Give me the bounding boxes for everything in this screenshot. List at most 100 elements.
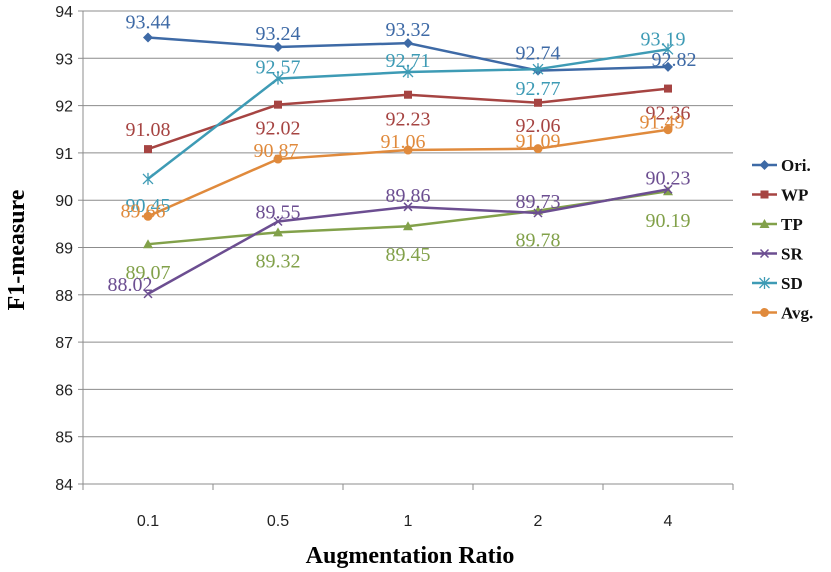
data-label: 90.19 — [646, 210, 691, 232]
y-tick-label: 90 — [55, 193, 73, 210]
y-axis-title: F1-measure — [4, 189, 30, 310]
data-label: 91.09 — [516, 131, 561, 153]
data-label: 93.32 — [386, 19, 431, 41]
marker-circle — [533, 144, 543, 154]
marker-triangle — [143, 239, 153, 249]
data-label: 88.02 — [108, 274, 153, 296]
data-label: 89.78 — [516, 230, 561, 252]
y-tick-label: 91 — [55, 146, 73, 163]
data-label: 92.06 — [516, 115, 561, 137]
data-label: 92.02 — [256, 118, 301, 140]
marker-square — [534, 98, 542, 107]
data-label: 93.44 — [126, 11, 171, 33]
data-label: 92.57 — [256, 57, 301, 79]
data-label: 89.66 — [121, 200, 166, 222]
marker-star — [662, 43, 674, 56]
x-tick-label: 0.5 — [267, 513, 289, 530]
marker-star — [532, 63, 544, 76]
marker-x — [143, 289, 153, 299]
data-label: 92.71 — [386, 50, 431, 72]
data-label: 90.45 — [126, 195, 171, 217]
marker-circle — [760, 308, 769, 317]
marker-star — [272, 72, 284, 85]
legend-label: SD — [781, 274, 803, 293]
legend-item: WP — [752, 186, 808, 205]
marker-diamond — [273, 41, 283, 52]
data-label: 92.82 — [652, 49, 697, 71]
x-tick-label: 4 — [664, 513, 673, 530]
y-tick-label: 85 — [55, 430, 73, 447]
x-axis: 0.1 0.5 1 2 4 — [82, 483, 734, 530]
marker-x — [663, 184, 673, 194]
marker-diamond — [759, 160, 770, 170]
marker-x — [759, 248, 770, 259]
y-tick-label: 93 — [55, 51, 73, 68]
marker-x — [533, 208, 543, 218]
y-axis: 84 85 86 87 88 89 90 91 92 93 94 — [55, 4, 84, 494]
marker-diamond — [663, 61, 673, 72]
marker-star — [759, 277, 770, 289]
marker-square — [274, 100, 282, 109]
y-tick-label: 92 — [55, 99, 73, 116]
y-tick-label: 84 — [55, 477, 73, 494]
marker-square — [760, 190, 769, 199]
legend-item: SR — [752, 245, 803, 264]
marker-diamond — [403, 38, 413, 49]
data-label: 91.06 — [381, 131, 426, 153]
x-tick-label: 2 — [534, 513, 543, 530]
series-wp — [144, 84, 672, 154]
data-labels: 93.44 93.24 93.32 92.74 92.82 91.08 92.02 92.23… — [108, 11, 697, 295]
data-label: 91.08 — [126, 119, 171, 141]
data-label: 93.19 — [641, 28, 686, 50]
marker-circle — [273, 154, 283, 164]
marker-star — [142, 172, 154, 185]
y-tick-label: 89 — [55, 241, 73, 258]
data-label: 92.77 — [516, 78, 561, 100]
marker-circle — [143, 211, 153, 221]
data-label: 89.55 — [256, 201, 301, 223]
data-label: 89.45 — [386, 244, 431, 266]
marker-circle — [663, 125, 673, 135]
data-label: 89.32 — [256, 250, 301, 272]
marker-triangle — [273, 227, 283, 237]
marker-square — [144, 145, 152, 154]
legend-item: TP — [752, 215, 803, 234]
gridlines — [83, 10, 733, 485]
marker-triangle — [403, 221, 413, 231]
legend-item: SD — [752, 274, 803, 293]
legend: Ori. WP TP SR SD Avg. — [752, 156, 813, 323]
y-tick-label: 88 — [55, 288, 73, 305]
marker-circle — [403, 145, 413, 155]
data-label: 89.73 — [516, 191, 561, 213]
data-label: 92.74 — [516, 43, 561, 65]
marker-triangle — [663, 186, 673, 196]
legend-label: WP — [781, 186, 808, 205]
series-lines — [142, 32, 674, 299]
series-sr — [143, 184, 673, 299]
legend-label: Ori. — [781, 156, 811, 175]
y-tick-label: 86 — [55, 382, 73, 399]
marker-x — [403, 202, 413, 212]
y-tick-label: 87 — [55, 335, 73, 352]
legend-label: Avg. — [781, 304, 813, 323]
data-label: 89.07 — [126, 262, 171, 284]
series-sd — [142, 43, 674, 185]
y-tick-label: 94 — [55, 4, 73, 21]
data-label: 91.49 — [640, 112, 685, 134]
legend-item: Ori. — [752, 156, 811, 175]
marker-square — [404, 90, 412, 99]
legend-label: TP — [781, 215, 803, 234]
legend-item: Avg. — [752, 304, 813, 323]
data-label: 92.23 — [386, 109, 431, 131]
marker-square — [664, 84, 672, 93]
series-avg — [143, 125, 673, 221]
marker-x — [273, 216, 283, 227]
legend-label: SR — [781, 245, 803, 264]
data-label: 89.86 — [386, 185, 431, 207]
data-label: 92.36 — [646, 103, 691, 125]
data-label: 90.87 — [254, 140, 299, 162]
x-axis-title: Augmentation Ratio — [306, 543, 515, 569]
data-label: 93.24 — [256, 23, 301, 45]
marker-triangle — [759, 219, 770, 228]
